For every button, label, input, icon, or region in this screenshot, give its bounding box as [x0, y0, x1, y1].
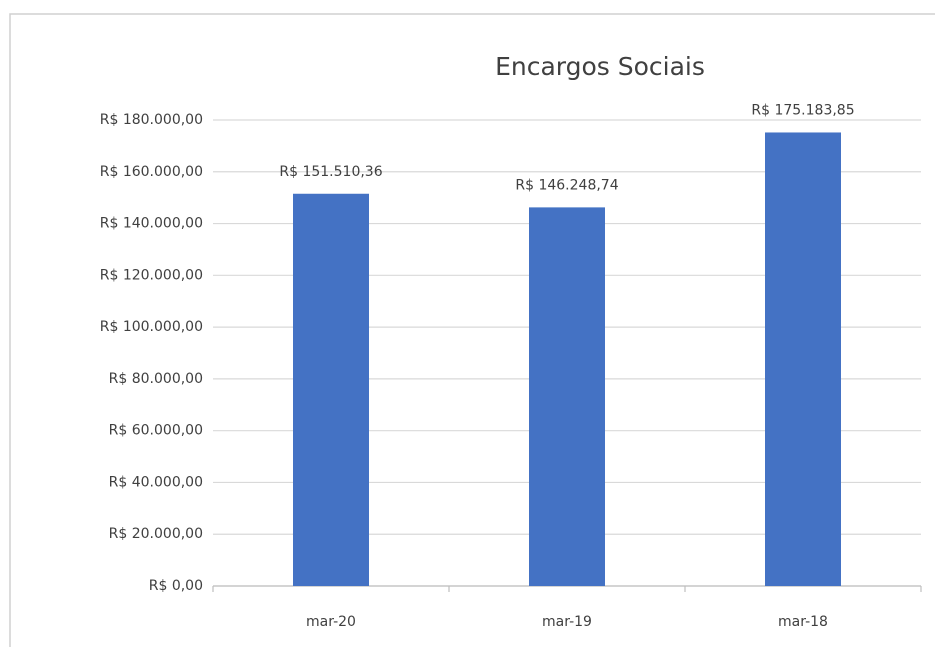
- y-tick-label: R$ 20.000,00: [109, 526, 203, 542]
- y-tick-label: R$ 80.000,00: [109, 371, 203, 387]
- x-tick-label: mar-19: [542, 614, 592, 630]
- y-tick-label: R$ 0,00: [149, 578, 203, 594]
- y-tick-label: R$ 180.000,00: [100, 112, 203, 128]
- y-tick-label: R$ 160.000,00: [100, 164, 203, 180]
- bar: [293, 193, 369, 586]
- bar: [765, 132, 841, 586]
- data-label: R$ 151.510,36: [279, 164, 382, 180]
- y-tick-label: R$ 40.000,00: [109, 474, 203, 490]
- x-tick-label: mar-20: [306, 614, 356, 630]
- y-tick-label: R$ 100.000,00: [100, 319, 203, 335]
- data-label: R$ 146.248,74: [515, 177, 618, 193]
- chart-title: Encargos Sociais: [495, 52, 705, 81]
- data-label: R$ 175.183,85: [751, 102, 854, 118]
- bar: [529, 207, 605, 586]
- x-tick-label: mar-18: [778, 614, 828, 630]
- y-tick-label: R$ 120.000,00: [100, 267, 203, 283]
- y-tick-label: R$ 60.000,00: [109, 423, 203, 439]
- y-tick-label: R$ 140.000,00: [100, 216, 203, 232]
